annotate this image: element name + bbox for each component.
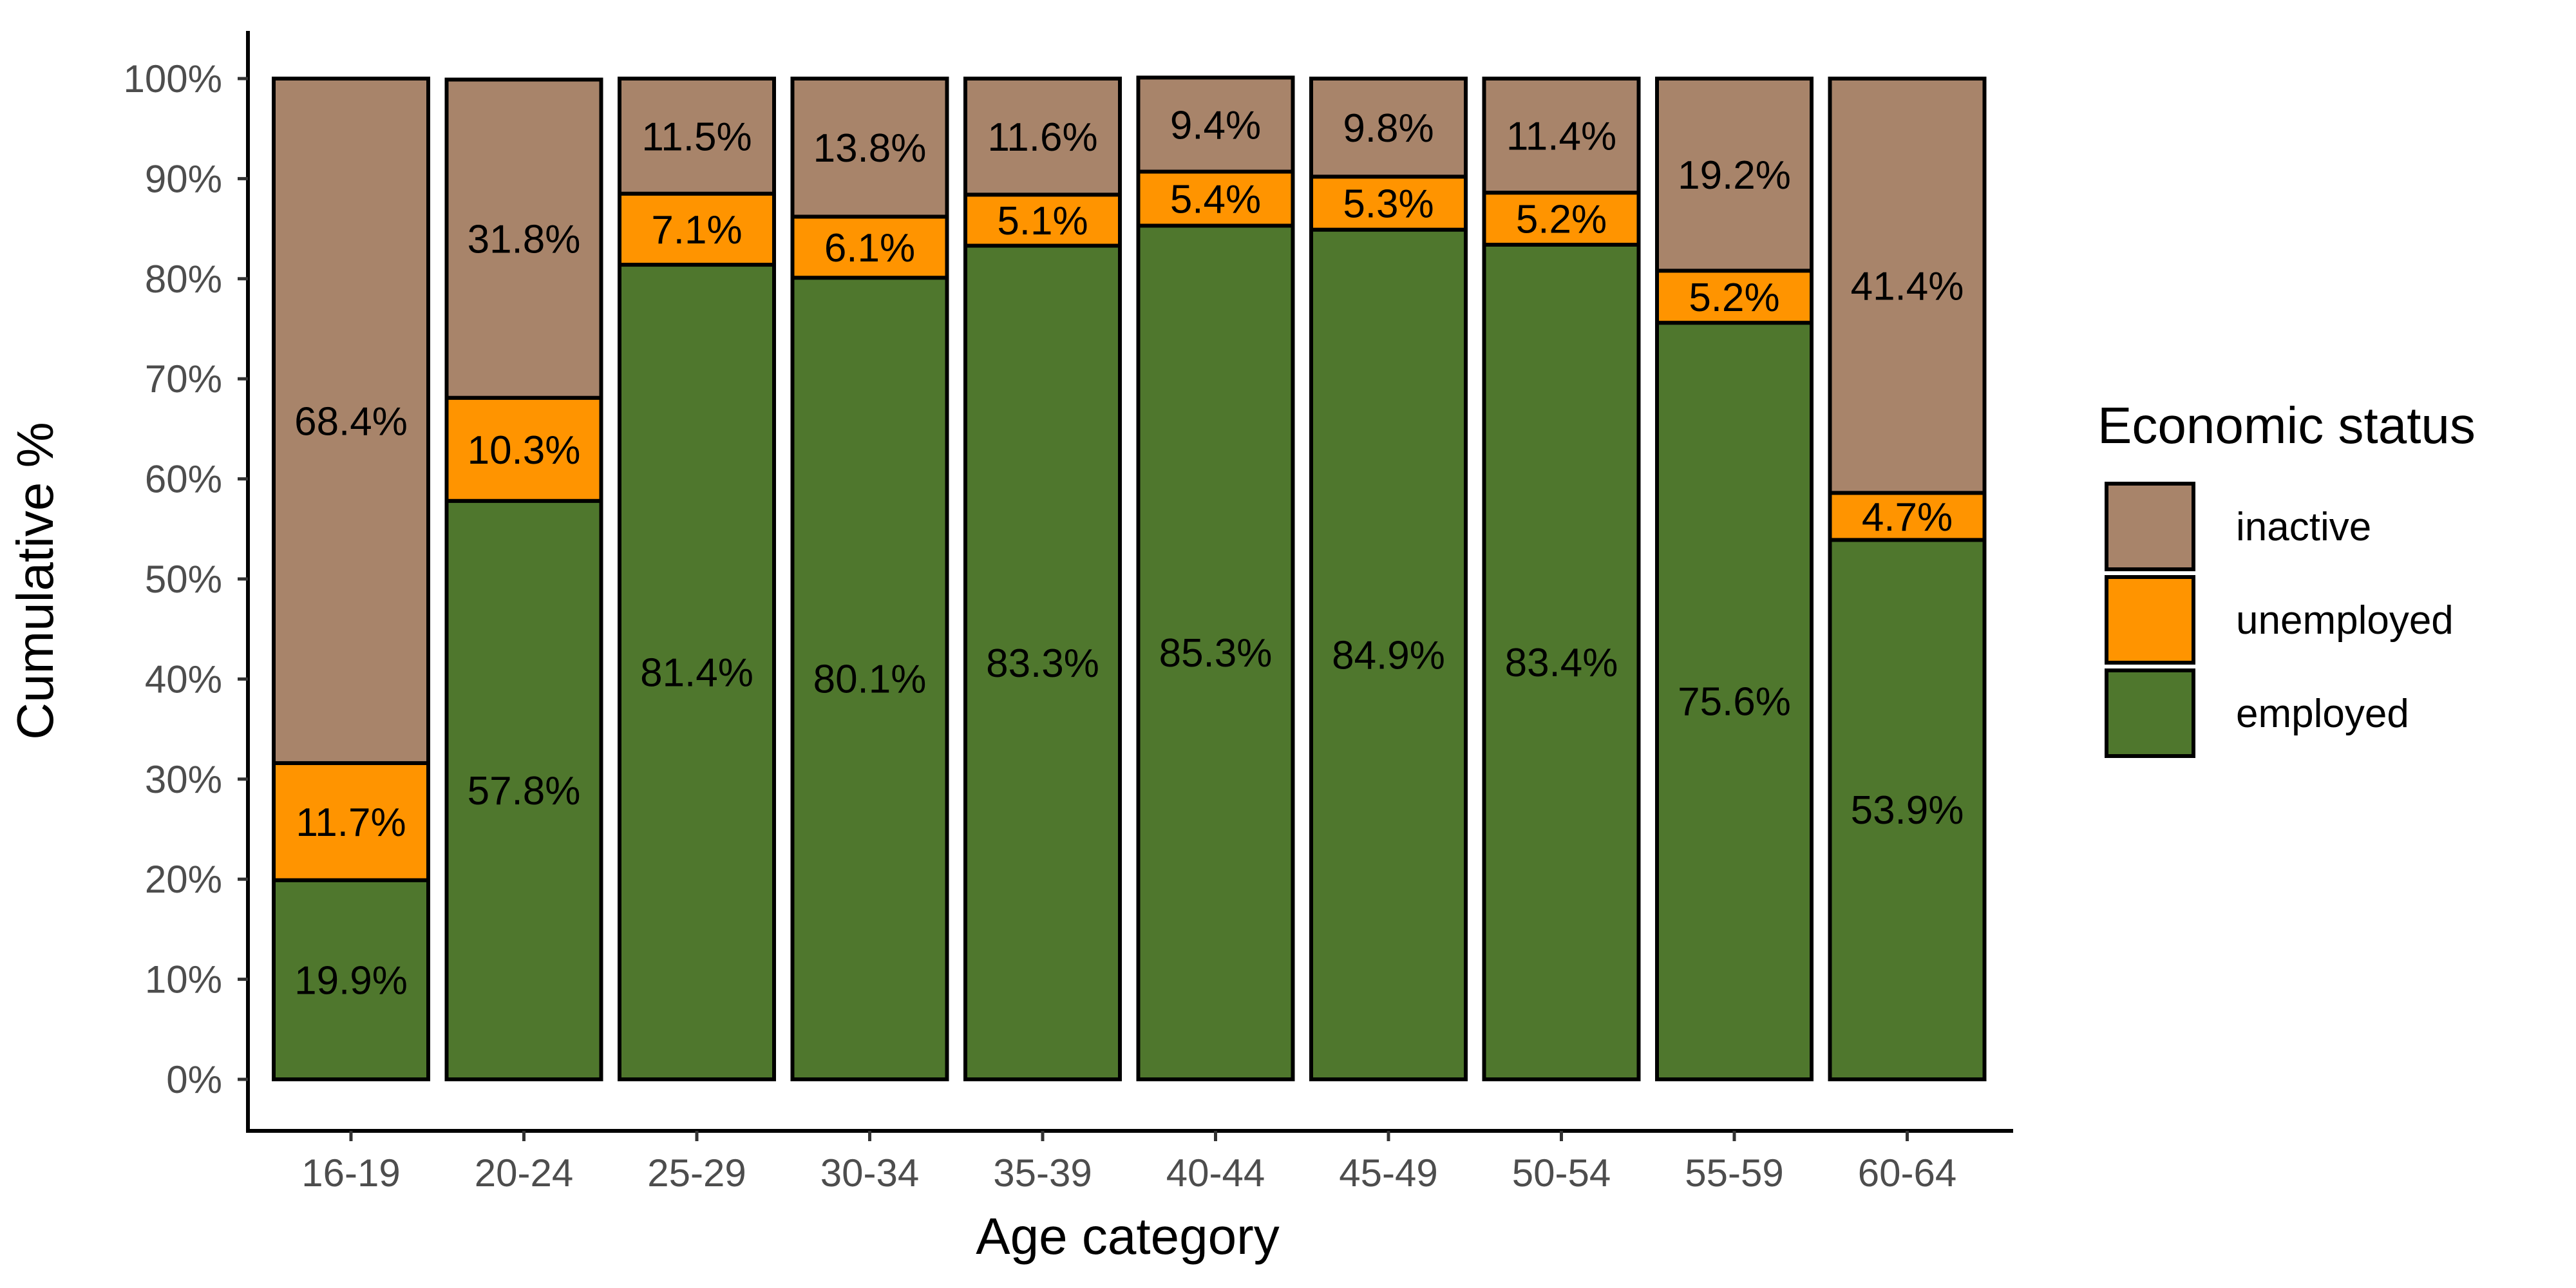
bar-label-employed: 83.4% [1505,641,1618,685]
bar-segment-employed [1136,223,1295,1081]
bar-segment-employed [963,243,1122,1082]
bar-label-employed: 57.8% [468,769,581,813]
bar-segment-employed [1655,321,1814,1081]
y-tick-label: 60% [145,458,222,501]
bar-label-unemployed: 7.1% [651,208,742,252]
bar-segment-inactive [1309,77,1468,179]
bar-label-unemployed: 11.7% [296,800,406,845]
y-tick-label: 20% [145,858,222,901]
bar-segment-unemployed [444,395,603,503]
bar-label-inactive: 31.8% [468,218,581,262]
x-axis-title: Age category [976,1208,1279,1265]
bar-label-employed: 83.3% [986,641,1099,686]
bar-segment-inactive [272,77,430,765]
bar-label-inactive: 9.4% [1170,103,1261,147]
y-tick-label: 80% [145,258,222,301]
bar-label-unemployed: 10.3% [468,428,581,473]
y-tick-label: 0% [166,1058,222,1101]
bar-label-employed: 75.6% [1678,680,1791,724]
x-tick-label: 20-24 [475,1151,573,1195]
bar-labels-layer: 19.9% 11.7% 68.4% 57.8% 10.3% 31.8% 81.4% 7.1% 1… [294,103,1964,1003]
bar-label-unemployed: 5.1% [997,199,1088,243]
bar-label-inactive: 19.2% [1678,153,1791,198]
legend-title: Economic status [2098,397,2476,454]
bar-segment-inactive [618,77,776,196]
bar-label-employed: 84.9% [1332,633,1445,677]
bar-segment-employed [790,276,949,1082]
bar-segment-inactive [1655,77,1814,273]
bar-label-inactive: 9.8% [1343,106,1434,151]
bar-label-employed: 85.3% [1159,631,1273,676]
y-axis-title: Cumulative % [6,422,64,740]
x-tick-label: 55-59 [1685,1151,1783,1195]
bars-layer [272,75,1987,1082]
legend-label-employed: employed [2236,692,2409,736]
x-tick-label: 35-39 [993,1151,1092,1195]
bar-segment-inactive [790,77,949,219]
legend-swatch-inactive [2105,482,2195,571]
bar-segment-inactive [1136,75,1295,174]
bar-segment-unemployed [1828,491,1987,542]
legend-label-unemployed: unemployed [2236,598,2454,643]
x-tick-label: 40-44 [1166,1151,1265,1195]
x-tick-label: 25-29 [647,1151,746,1195]
bar-label-unemployed: 5.2% [1516,198,1607,242]
x-tick-label: 60-64 [1858,1151,1956,1195]
y-tick-label: 10% [145,958,222,1001]
bar-label-employed: 81.4% [640,651,753,696]
legend-label-inactive: inactive [2236,505,2371,549]
bar-label-unemployed: 5.3% [1343,182,1434,226]
bar-segment-unemployed [618,191,776,267]
bar-segment-employed [1309,227,1468,1081]
x-tick-label: 30-34 [820,1151,919,1195]
bar-label-inactive: 11.4% [1506,115,1616,159]
bar-label-unemployed: 5.4% [1170,177,1261,222]
bar-label-inactive: 41.4% [1851,265,1964,309]
y-tick-label: 40% [145,658,222,701]
x-ticks-layer: 16-19 20-24 25-29 30-34 35-39 40-44 45-49 50-54… [301,1131,1956,1195]
y-ticks-layer: 0% 10% 20% 30% 40% 50% 60% 70% 80% 90% 100% [124,57,248,1101]
bar-segment-employed [444,498,603,1081]
bar-segment-unemployed [272,761,430,882]
legend-swatch-unemployed [2105,575,2195,665]
bar-segment-inactive [1482,77,1641,195]
bar-label-inactive: 68.4% [294,399,408,444]
bar-label-employed: 53.9% [1851,788,1964,833]
bar-label-employed: 19.9% [294,958,408,1003]
bar-segment-employed [618,263,776,1082]
bar-label-inactive: 11.5% [641,115,752,159]
bar-segment-unemployed [1309,175,1468,232]
y-tick-label: 70% [145,357,222,401]
x-tick-label: 45-49 [1339,1151,1437,1195]
legend-items: inactive unemployed employed [2105,482,2454,758]
bar-segment-inactive [1828,77,1987,495]
axes-layer [246,31,2013,1133]
y-tick-label: 30% [145,758,222,801]
bar-segment-inactive [963,77,1122,197]
bar-segment-employed [1828,538,1987,1081]
y-tick-label: 100% [124,57,222,100]
y-tick-label: 90% [145,157,222,200]
bar-label-unemployed: 4.7% [1862,495,1953,540]
bar-segment-unemployed [1136,169,1295,228]
bar-label-inactive: 13.8% [813,126,927,171]
y-tick-label: 50% [145,558,222,601]
bar-label-unemployed: 5.2% [1689,276,1779,320]
x-tick-label: 16-19 [301,1151,400,1195]
legend-swatch-employed [2105,668,2195,758]
bar-label-employed: 80.1% [813,658,927,702]
bar-segment-employed [272,878,430,1082]
bar-segment-unemployed [790,214,949,280]
bar-label-unemployed: 6.1% [824,226,915,270]
bar-label-inactive: 11.6% [987,115,1097,160]
bar-segment-inactive [444,77,603,400]
legend: Economic status inactive unemployed employ… [2098,397,2476,758]
x-tick-label: 50-54 [1512,1151,1611,1195]
